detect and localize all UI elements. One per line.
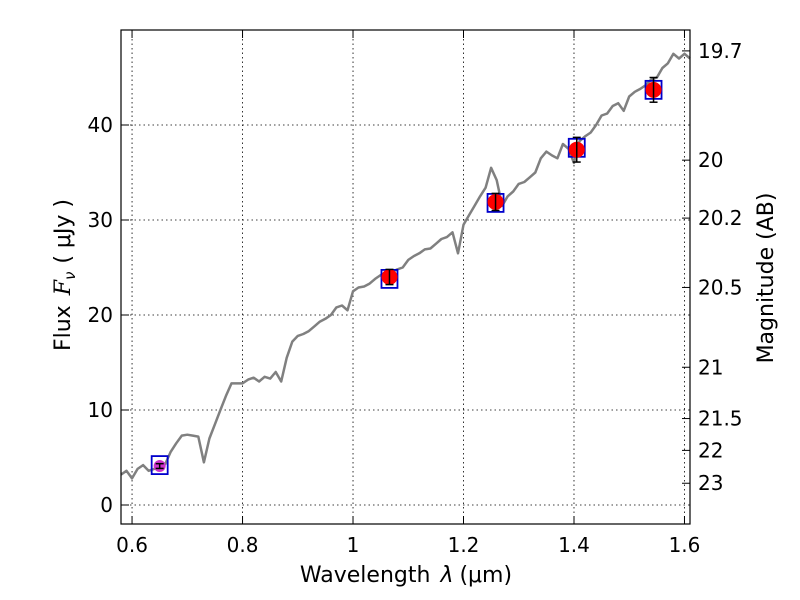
spectrum-line [120, 52, 691, 480]
x-tick-label: 1 [347, 533, 360, 557]
plot-frame [120, 29, 691, 525]
y-axis-label: FluxFν( μJy ) [51, 199, 79, 351]
right-tick-label: 21 [698, 355, 723, 379]
y-tick-label: 10 [88, 398, 113, 422]
right-tick-label: 23 [698, 471, 723, 495]
x-tick-label: 1.6 [669, 533, 701, 557]
right-tick-label: 20 [698, 148, 723, 172]
y-tick-label: 30 [88, 208, 113, 232]
y-tick-label: 20 [88, 303, 113, 327]
y-tick-label: 40 [88, 113, 113, 137]
x-axis-label: Wavelength λ (μm) [300, 563, 512, 588]
tick-layer: 0.6 0.8 1 1.2 1.4 1.6 0 10 20 30 40 19.7 20 20.2 20.5 2… [88, 30, 743, 557]
spectrum-layer [120, 52, 691, 480]
x-tick-label: 0.6 [116, 533, 148, 557]
right-tick-label: 19.7 [698, 39, 743, 63]
x-tick-label: 1.2 [448, 533, 480, 557]
right-tick-label: 20.2 [698, 206, 743, 230]
model-box-marker [150, 455, 169, 476]
right-tick-label: 20.5 [698, 275, 743, 299]
right-axis-label: Magnitude (AB) [754, 193, 779, 364]
right-tick-label: 22 [698, 438, 723, 462]
x-tick-label: 1.4 [558, 533, 590, 557]
x-tick-label: 0.8 [227, 533, 259, 557]
y-tick-label: 0 [100, 493, 113, 517]
grid-layer [121, 30, 690, 524]
right-tick-label: 21.5 [698, 407, 743, 431]
marker-layer [150, 76, 663, 476]
